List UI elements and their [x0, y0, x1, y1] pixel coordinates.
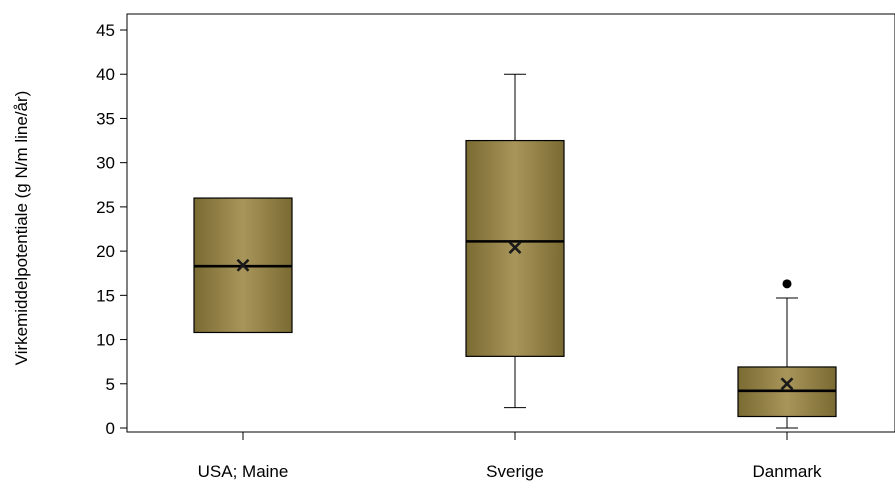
y-tick-label: 5: [106, 375, 115, 394]
x-category-label: USA; Maine: [198, 462, 289, 481]
y-tick-label: 45: [96, 21, 115, 40]
y-tick-label: 30: [96, 154, 115, 173]
y-tick-label: 0: [106, 419, 115, 438]
mean-marker: [780, 377, 794, 391]
box-group: [737, 279, 837, 429]
mean-marker: [236, 258, 250, 272]
y-tick-label: 10: [96, 331, 115, 350]
y-tick-label: 35: [96, 109, 115, 128]
outlier-point: [782, 279, 792, 289]
box-series: [193, 73, 837, 429]
plot-frame: [126, 13, 895, 433]
y-tick-label: 25: [96, 198, 115, 217]
y-tick-label: 15: [96, 286, 115, 305]
y-axis: 0 5 10 15 20 25 30 35 40 45: [96, 21, 127, 438]
x-category-label: Sverige: [486, 462, 544, 481]
y-tick-label: 20: [96, 242, 115, 261]
mean-marker: [508, 241, 522, 254]
box-group: [465, 73, 565, 409]
y-tick-label: 40: [96, 65, 115, 84]
box-group: [193, 197, 293, 334]
y-axis-title: Virkemiddelpotentiale (g N/m line/år): [12, 91, 31, 366]
x-axis: USA; Maine Sverige Danmark: [198, 432, 822, 481]
x-category-label: Danmark: [753, 462, 822, 481]
